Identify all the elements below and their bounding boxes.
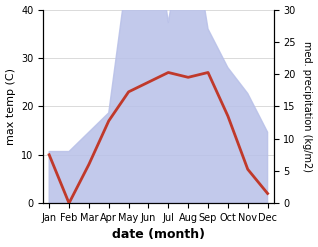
Y-axis label: med. precipitation (kg/m2): med. precipitation (kg/m2): [302, 41, 313, 172]
Y-axis label: max temp (C): max temp (C): [5, 68, 16, 145]
X-axis label: date (month): date (month): [112, 228, 205, 242]
